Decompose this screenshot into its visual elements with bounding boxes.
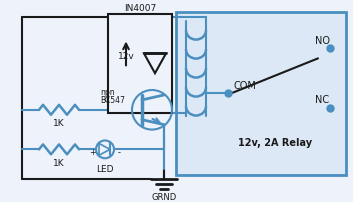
Text: 12v: 12v <box>118 52 134 61</box>
Text: NO: NO <box>315 35 329 45</box>
Text: 12v, 2A Relay: 12v, 2A Relay <box>238 138 312 148</box>
Text: GRND: GRND <box>151 192 176 201</box>
Text: BC547: BC547 <box>100 96 125 105</box>
Text: 1K: 1K <box>53 158 65 167</box>
Text: NC: NC <box>315 95 329 104</box>
Text: LED: LED <box>96 164 114 173</box>
Text: COM: COM <box>233 81 256 91</box>
FancyBboxPatch shape <box>176 13 346 175</box>
Text: 1K: 1K <box>53 119 65 127</box>
Text: -: - <box>118 147 120 156</box>
Text: npn: npn <box>100 88 115 97</box>
Text: IN4007: IN4007 <box>124 4 156 13</box>
Text: +: + <box>90 147 96 156</box>
Bar <box>108 15 172 113</box>
